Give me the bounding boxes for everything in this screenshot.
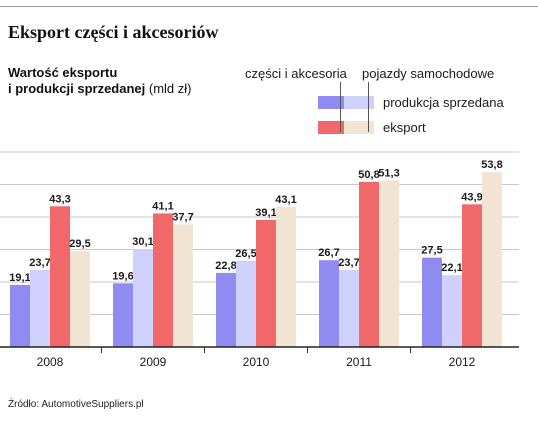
data-label: 43,3	[49, 193, 70, 205]
bar	[236, 260, 256, 347]
bar	[422, 257, 442, 347]
data-label: 23,7	[338, 257, 359, 269]
bar	[133, 249, 153, 347]
bar	[113, 283, 133, 347]
data-label: 50,8	[358, 169, 379, 181]
data-label: 37,7	[172, 211, 193, 223]
x-tick-label: 2009	[140, 355, 167, 369]
bar	[462, 204, 482, 347]
data-label: 41,1	[152, 200, 173, 212]
data-label: 43,1	[275, 194, 296, 206]
bar	[173, 224, 193, 347]
bar	[276, 206, 296, 347]
legend-col-vehicles: pojazdy samochodowe	[362, 66, 495, 81]
x-tick-label: 2012	[449, 355, 476, 369]
bar	[50, 206, 70, 347]
data-label: 27,5	[421, 245, 442, 257]
bar	[319, 260, 339, 347]
bar	[30, 269, 50, 347]
legend-row-export: eksport	[383, 120, 426, 135]
data-label: 19,1	[9, 272, 30, 284]
data-label: 39,1	[255, 207, 276, 219]
data-label: 22,8	[215, 260, 236, 272]
legend-swatch-parts-export	[318, 121, 344, 134]
bar	[216, 272, 236, 347]
legend-swatch-parts-production	[318, 96, 344, 109]
chart-title: Eksport części i akcesoriów	[8, 22, 219, 42]
bar	[153, 213, 173, 347]
data-label: 22,1	[441, 262, 462, 274]
legend-swatch-vehicles-production	[344, 96, 374, 109]
chart-subtitle: Wartość eksportu i produkcji sprzedanej …	[8, 65, 192, 97]
legend-col-parts: części i akcesoria	[245, 66, 347, 81]
x-tick-label: 2010	[243, 355, 270, 369]
legend-row-production: produkcja sprzedana	[383, 95, 504, 110]
data-label: 23,7	[29, 257, 50, 269]
x-tick-label: 2008	[37, 355, 64, 369]
data-label: 43,9	[461, 191, 482, 203]
data-label: 51,3	[378, 167, 399, 179]
subtitle-line-2: i produkcji sprzedanej	[8, 81, 146, 96]
bar	[482, 172, 502, 347]
x-tick-label: 2011	[346, 355, 372, 369]
legend-swatch-vehicles-export	[344, 121, 374, 134]
bar	[10, 284, 30, 347]
data-label: 26,5	[235, 248, 256, 260]
data-label: 53,8	[481, 159, 502, 171]
bar	[256, 219, 276, 347]
legend-connector-vehicles	[368, 82, 369, 132]
data-label: 30,1	[132, 236, 153, 248]
data-label: 19,6	[112, 270, 133, 282]
legend-connector-parts	[340, 82, 341, 132]
source-note: Źródło: AutomotiveSuppliers.pl	[8, 399, 144, 410]
top-rule	[0, 6, 538, 7]
bar	[70, 251, 90, 347]
bar	[359, 181, 379, 347]
data-label: 29,5	[69, 238, 90, 250]
unit-label: (mld zł)	[148, 81, 192, 96]
subtitle-line-1: Wartość eksportu	[8, 65, 118, 80]
bar	[379, 180, 399, 347]
data-label: 26,7	[318, 247, 339, 259]
bar	[442, 275, 462, 347]
bar	[339, 269, 359, 347]
